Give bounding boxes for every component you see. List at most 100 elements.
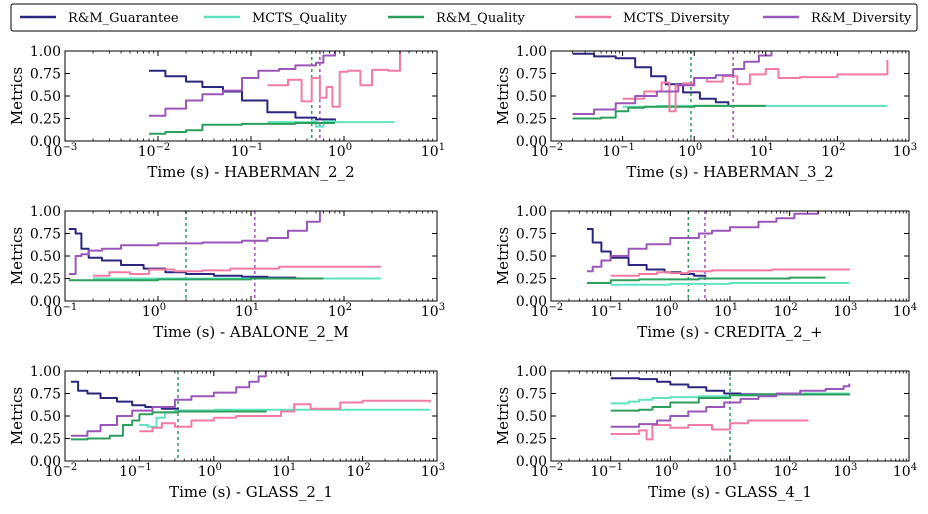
x-tick-label: 10−1 (119, 462, 152, 480)
x-tick-label: 100 (678, 142, 702, 160)
series-group (572, 51, 889, 120)
legend-label: MCTS_Diversity (623, 11, 730, 26)
y-tick-label: 0.75 (516, 387, 547, 403)
y-tick-label: 1.00 (30, 364, 61, 380)
x-tick-label: 100 (142, 302, 166, 320)
x-tick-label: 101 (421, 142, 445, 160)
plot-frame (64, 50, 438, 142)
x-tick-label: 102 (774, 462, 798, 480)
series-line-mcts-diversity (622, 60, 889, 113)
y-tick-label: 1.00 (516, 204, 547, 220)
x-tick-label: 10−1 (45, 302, 78, 320)
chart-panel: 10−2 10−1 100 101 102 103 0.00 0.25 0.50 0.75 1.00… (494, 44, 917, 181)
y-axis-label: Metrics (8, 227, 26, 285)
x-tick-label: 103 (421, 302, 445, 320)
chart-panel: 10−2 10−1 100 101 102 103 0.00 0.25 0.50 0.75 1.00… (8, 364, 445, 501)
series-line-mcts-quality (610, 282, 850, 286)
legend-label: R&M_Diversity (811, 11, 912, 26)
x-tick-label: 10−2 (531, 462, 564, 480)
x-tick-label: 10−1 (590, 462, 623, 480)
x-tick-label: 101 (272, 462, 296, 480)
x-tick-label: 10−1 (590, 302, 623, 320)
y-axis-label: Metrics (494, 387, 512, 445)
plot-frame (550, 210, 910, 302)
y-tick-label: 0.00 (30, 294, 61, 310)
x-tick-label: 100 (198, 462, 222, 480)
x-tick-label: 102 (821, 142, 845, 160)
y-tick-label: 1.00 (516, 364, 547, 380)
series-line-r-m-quality (572, 104, 766, 120)
legend: R&M_Guarantee MCTS_Quality R&M_Quality MCTS… (10, 3, 918, 32)
series-line-mcts-diversity (139, 399, 431, 433)
y-tick-label: 0.25 (30, 272, 61, 288)
x-tick-label: 101 (235, 302, 259, 320)
series-group (610, 377, 851, 441)
x-tick-label: 10−3 (45, 142, 78, 160)
series-line-mcts-diversity (610, 268, 851, 277)
series-group (586, 211, 851, 286)
series-line-r-m-quality (70, 410, 267, 441)
series-line-r-m-diversity (610, 383, 851, 428)
y-tick-label: 0.00 (516, 294, 547, 310)
y-tick-label: 0.25 (30, 112, 61, 128)
y-axis-label: Metrics (494, 227, 512, 285)
y-tick-label: 0.75 (30, 227, 61, 243)
y-tick-label: 0.50 (30, 89, 61, 105)
x-tick-label: 10−2 (531, 302, 564, 320)
x-tick-label: 10−2 (138, 142, 171, 160)
y-axis-label: Metrics (8, 67, 26, 125)
series-group (68, 211, 381, 282)
plot-frame (550, 50, 910, 142)
series-line-r-m-quality (586, 276, 826, 284)
series-line-r-m-diversity (70, 371, 267, 437)
series-line-r-m-quality (149, 122, 335, 135)
y-tick-label: 0.00 (30, 134, 61, 150)
x-tick-label: 101 (750, 142, 774, 160)
series-group (149, 51, 401, 135)
x-axis-label: Time (s) - HABERMAN_3_2 (626, 163, 833, 181)
x-tick-label: 101 (714, 462, 738, 480)
legend-label: MCTS_Quality (252, 11, 348, 26)
y-tick-label: 0.00 (516, 134, 547, 150)
x-tick-label: 102 (328, 302, 352, 320)
chart-panel: 10−2 10−1 100 101 102 103 104 0.00 0.25 0.50 0.75 1… (494, 364, 917, 501)
x-tick-label: 100 (654, 302, 678, 320)
y-axis-label: Metrics (494, 67, 512, 125)
x-tick-label: 104 (893, 302, 917, 320)
series-line-r-m-diversity (149, 51, 336, 117)
series-line-r-m-diversity (68, 211, 321, 275)
y-tick-label: 0.50 (516, 409, 547, 425)
x-tick-label: 103 (833, 462, 857, 480)
y-tick-label: 1.00 (30, 204, 61, 220)
y-tick-label: 0.75 (516, 227, 547, 243)
x-tick-label: 100 (328, 142, 352, 160)
chart-panels: 10−3 10−2 10−1 100 101 0.00 0.25 0.50 0.75 1.00 Ti… (8, 44, 917, 501)
x-tick-label: 102 (774, 302, 798, 320)
y-axis-label: Metrics (8, 387, 26, 445)
legend-label: R&M_Guarantee (68, 11, 179, 26)
series-line-r-m-diversity (572, 51, 773, 115)
x-tick-label: 10−2 (531, 142, 564, 160)
y-tick-label: 0.50 (516, 249, 547, 265)
chart-panel: 10−2 10−1 100 101 102 103 104 0.00 0.25 0.50 0.75 1… (494, 204, 917, 341)
legend-frame (10, 3, 918, 32)
chart-panel: 10−1 100 101 102 103 0.00 0.25 0.50 0.75 1.00 Time… (8, 204, 445, 341)
x-axis-label: Time (s) - GLASS_2_1 (169, 483, 333, 501)
x-tick-label: 103 (893, 142, 917, 160)
y-tick-label: 1.00 (30, 44, 61, 60)
x-tick-label: 101 (714, 302, 738, 320)
x-axis-label: Time (s) - CREDITA_2_+ (637, 323, 822, 341)
y-tick-label: 1.00 (516, 44, 547, 60)
y-tick-label: 0.50 (516, 89, 547, 105)
y-tick-label: 0.75 (30, 387, 61, 403)
y-tick-label: 0.50 (30, 249, 61, 265)
y-tick-label: 0.25 (30, 432, 61, 448)
y-tick-label: 0.00 (30, 454, 61, 470)
series-line-r-m-quality (68, 277, 324, 282)
x-tick-label: 10−1 (602, 142, 635, 160)
x-tick-label: 100 (654, 462, 678, 480)
series-group (70, 371, 431, 441)
x-tick-label: 103 (421, 462, 445, 480)
series-line-mcts-diversity (93, 265, 381, 277)
